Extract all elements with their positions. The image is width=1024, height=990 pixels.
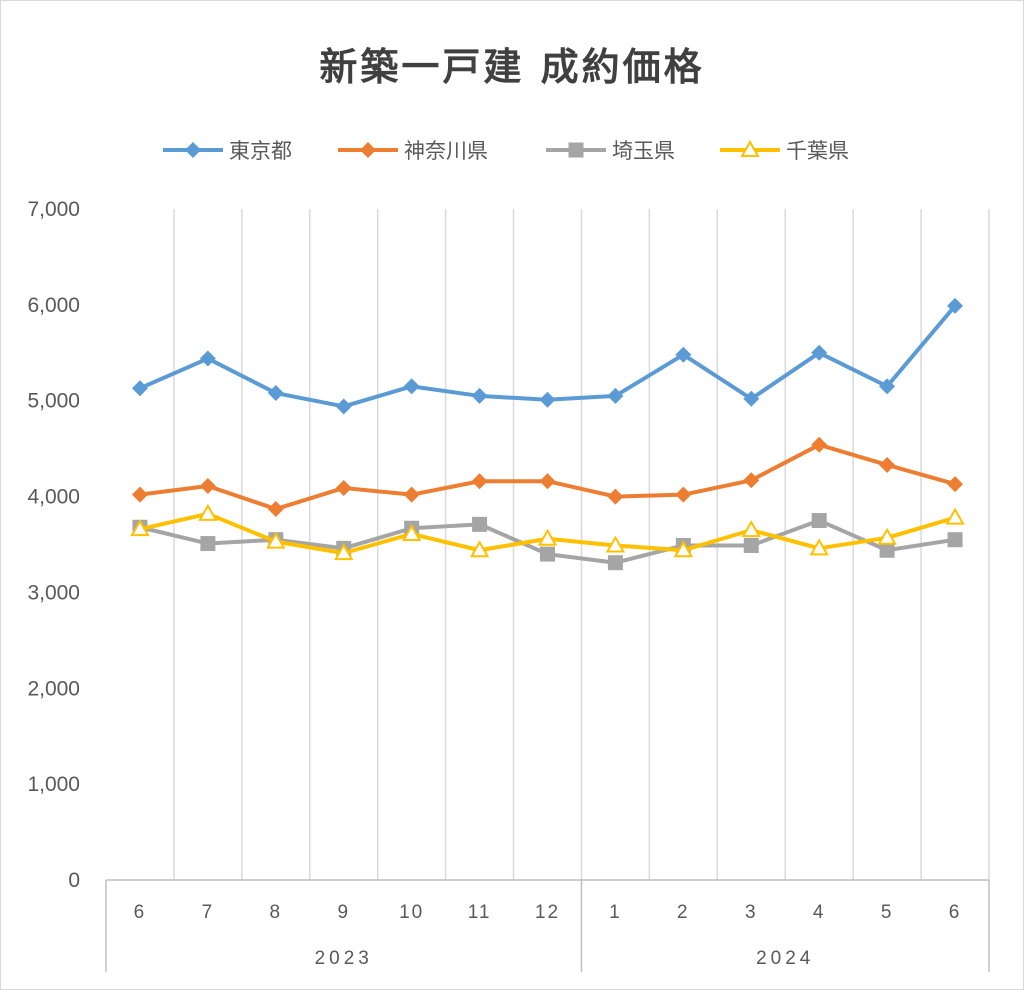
y-tick-label: 2,000 [27, 677, 80, 700]
data-point [811, 436, 828, 453]
data-point [131, 486, 148, 503]
series-1 [131, 297, 964, 415]
data-point [334, 543, 354, 561]
data-point [607, 555, 623, 571]
x-tick-label: 9 [337, 902, 350, 923]
x-tick-label: 8 [270, 902, 283, 923]
x-tick-label: 3 [745, 902, 758, 923]
data-point [539, 473, 556, 490]
data-point [945, 507, 965, 525]
legend-label: 千葉県 [786, 139, 849, 163]
data-point [267, 501, 284, 518]
data-point [130, 519, 150, 537]
legend-label: 東京都 [229, 139, 292, 163]
data-point [605, 535, 626, 553]
y-tick-label: 0 [68, 869, 80, 892]
series-group [130, 297, 965, 571]
data-point [811, 513, 827, 529]
data-point [471, 387, 488, 404]
data-point [401, 523, 422, 541]
data-point [743, 390, 760, 407]
series-4 [130, 503, 965, 561]
data-point [472, 516, 488, 532]
x-tick-label: 6 [949, 902, 962, 923]
data-point [471, 473, 488, 490]
legend-item: 東京都 [163, 139, 292, 163]
legend-item: 埼玉県 [546, 139, 675, 163]
y-tick-label: 5,000 [27, 390, 80, 413]
x-tick-label: 4 [813, 902, 826, 923]
data-point [403, 486, 420, 503]
chart-title: 新築一戸建 成約価格 [319, 45, 704, 89]
y-tick-label: 4,000 [27, 486, 80, 509]
data-point [199, 350, 216, 367]
data-point [198, 503, 218, 521]
data-point [675, 486, 692, 503]
data-point [947, 532, 963, 548]
data-point [809, 538, 829, 556]
data-point [743, 472, 760, 489]
y-tick-label: 7,000 [27, 198, 80, 221]
x-tick-label: 12 [535, 902, 560, 923]
x-tick-label: 6 [134, 902, 147, 923]
legend-marker [740, 139, 760, 157]
y-tick-label: 6,000 [27, 294, 80, 317]
x-tick-label: 2 [677, 902, 690, 923]
year-group-label: 2023 [315, 948, 373, 969]
data-point [131, 380, 148, 397]
data-point [741, 520, 761, 538]
year-group-label: 2024 [756, 948, 814, 969]
data-point [673, 540, 694, 558]
legend-label: 神奈川県 [404, 139, 488, 163]
data-point [607, 488, 624, 505]
data-point [335, 479, 352, 496]
data-point [469, 540, 490, 558]
data-point [199, 478, 216, 495]
x-tick-label: 7 [202, 902, 215, 923]
data-point [811, 344, 828, 361]
legend-marker [360, 142, 376, 158]
legend-marker [568, 142, 584, 158]
legend-label: 埼玉県 [612, 139, 675, 163]
data-point [335, 398, 352, 415]
data-point [879, 456, 896, 473]
x-tick-label: 1 [609, 902, 622, 923]
data-point [879, 378, 896, 395]
legend: 東京都 神奈川県 埼玉県 千葉県 [163, 139, 849, 163]
data-point [539, 391, 556, 408]
y-tick-label: 1,000 [27, 773, 80, 796]
data-point [267, 385, 284, 402]
data-point [743, 537, 759, 553]
y-axis: 0 1,000 2,000 3,000 4,000 5,000 6,000 7,000 [27, 198, 80, 892]
legend-marker [185, 142, 201, 158]
data-point [540, 546, 555, 562]
data-point [947, 476, 964, 493]
legend-item: 神奈川県 [338, 139, 488, 163]
y-tick-label: 3,000 [27, 581, 80, 604]
series-2 [131, 436, 964, 518]
x-tick-label: 5 [881, 902, 894, 923]
data-point [607, 387, 624, 404]
data-point [877, 527, 897, 545]
legend-item: 千葉県 [720, 139, 849, 163]
data-point [537, 528, 558, 546]
data-point [266, 531, 286, 549]
data-point [403, 378, 420, 395]
data-point [879, 542, 895, 558]
x-tick-label: 11 [468, 902, 492, 923]
data-point [675, 346, 692, 363]
data-point [200, 536, 216, 552]
data-point [947, 297, 964, 314]
series-line [139, 304, 957, 409]
x-tick-label: 10 [399, 902, 424, 923]
